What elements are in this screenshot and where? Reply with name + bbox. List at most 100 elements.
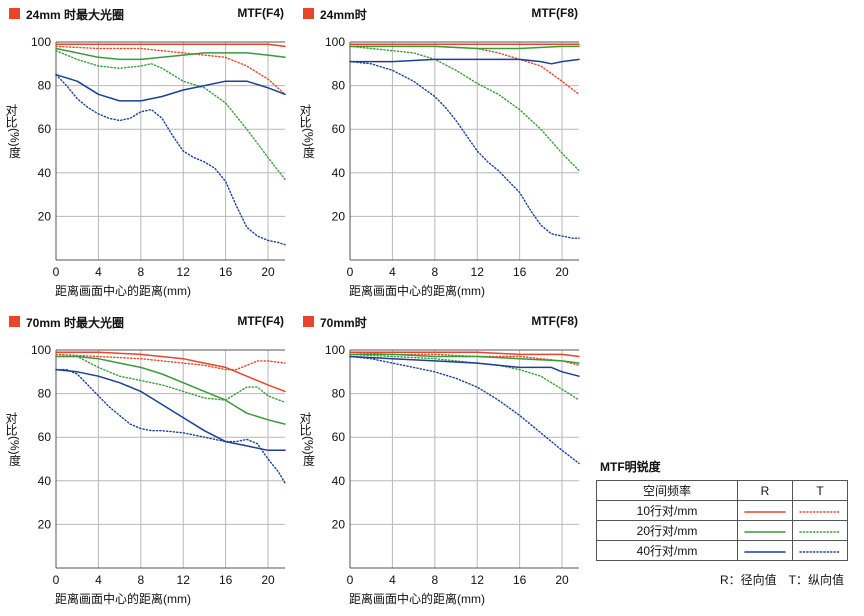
series-line xyxy=(55,368,286,452)
series-line xyxy=(55,368,286,484)
series-line xyxy=(349,355,580,465)
series-line xyxy=(55,353,286,371)
plot-background xyxy=(350,42,579,260)
chart-header: 24mm时 MTF(F8) xyxy=(294,6,584,22)
plot-background xyxy=(350,350,579,568)
legend-title: MTF明锐度 xyxy=(600,460,661,474)
y-tick-label: 40 xyxy=(332,474,346,488)
plot-background xyxy=(56,350,285,568)
series-line xyxy=(349,45,580,95)
y-tick-label: 80 xyxy=(332,387,346,401)
series-line xyxy=(55,43,286,48)
chart-title: 24mm 时最大光圈 xyxy=(26,8,125,22)
legend-header-frequency: 空间频率 xyxy=(596,480,738,501)
series-line xyxy=(55,74,286,246)
x-tick-label: 4 xyxy=(389,573,396,587)
x-tick-label: 8 xyxy=(431,573,438,587)
series-line xyxy=(349,353,580,364)
y-tick-label: 20 xyxy=(332,209,346,223)
legend-row: 10行对/mm xyxy=(596,500,848,521)
x-tick-label: 0 xyxy=(53,265,60,279)
y-tick-label: 60 xyxy=(332,122,346,136)
plot-background xyxy=(56,42,285,260)
legend-swatch-solid xyxy=(744,550,786,553)
y-axis-title-bottom: (%)度 xyxy=(7,436,22,467)
series-line xyxy=(55,73,286,102)
y-axis-title-top: 对比 xyxy=(4,412,18,436)
x-tick-label: 0 xyxy=(347,573,354,587)
x-tick-label: 12 xyxy=(177,265,191,279)
y-tick-label: 20 xyxy=(332,517,346,531)
header-marker xyxy=(303,316,314,327)
legend-table: 空间频率 R T 10行对/mm 20行对/mm 40行对/mm xyxy=(596,480,848,561)
series-line xyxy=(55,45,286,95)
y-axis-title-bottom: (%)度 xyxy=(7,128,22,159)
legend-row: 40行对/mm xyxy=(596,540,848,561)
legend-note: R：径向值 T：纵向值 xyxy=(720,573,844,587)
y-tick-label: 80 xyxy=(38,387,52,401)
x-tick-label: 0 xyxy=(347,265,354,279)
legend-swatch-solid xyxy=(744,510,786,513)
y-axis-title-top: 对比 xyxy=(4,104,18,128)
y-tick-label: 20 xyxy=(38,517,52,531)
x-tick-label: 20 xyxy=(555,265,569,279)
y-axis-title: 对比 (%)度 xyxy=(298,104,318,159)
series-line xyxy=(55,355,286,403)
y-axis-title: 对比 (%)度 xyxy=(4,412,24,467)
mtf-chart-24mm-f4: 24mm 时最大光圈 MTF(F4) 对比 (%)度 0 4 8 12 16 20 20 40… xyxy=(0,6,290,302)
legend-row-label: 40行对/mm xyxy=(596,540,738,561)
legend-swatch-dotted xyxy=(799,510,841,513)
mtf-legend: MTF明锐度 空间频率 R T 10行对/mm 20行对/mm 40行对/mm … xyxy=(596,458,856,608)
header-marker xyxy=(9,8,20,19)
chart-title: 70mm时 xyxy=(320,316,367,330)
y-axis-title: 对比 (%)度 xyxy=(4,104,24,159)
y-tick-label: 60 xyxy=(38,430,52,444)
header-marker xyxy=(303,8,314,19)
y-axis-title-top: 对比 xyxy=(298,104,312,128)
plot-area: 0 4 8 12 16 20 20 40 60 80 100 xyxy=(325,343,580,587)
legend-row-label: 20行对/mm xyxy=(596,520,738,541)
legend-header-t: T xyxy=(792,480,848,501)
x-axis-title: 距离画面中心的距离(mm) xyxy=(349,592,485,606)
y-tick-label: 100 xyxy=(31,343,51,357)
x-tick-label: 20 xyxy=(555,573,569,587)
x-tick-label: 16 xyxy=(513,573,527,587)
chart-header: 70mm 时最大光圈 MTF(F4) xyxy=(0,314,290,330)
x-axis-title: 距离画面中心的距离(mm) xyxy=(55,284,191,298)
x-tick-label: 4 xyxy=(95,573,102,587)
x-tick-label: 20 xyxy=(261,573,275,587)
chart-header: 70mm时 MTF(F8) xyxy=(294,314,584,330)
legend-row-label: 10行对/mm xyxy=(596,500,738,521)
series-line xyxy=(55,50,286,180)
x-tick-label: 4 xyxy=(95,265,102,279)
chart-title: 24mm时 xyxy=(320,8,367,22)
y-tick-label: 100 xyxy=(325,343,345,357)
x-tick-label: 8 xyxy=(431,265,438,279)
x-tick-label: 0 xyxy=(53,573,60,587)
legend-header-r: R xyxy=(737,480,793,501)
x-tick-label: 12 xyxy=(177,573,191,587)
y-tick-label: 60 xyxy=(38,122,52,136)
chart-title: 70mm 时最大光圈 xyxy=(26,316,125,330)
series-line xyxy=(55,351,286,393)
series-line xyxy=(349,353,580,401)
x-tick-label: 16 xyxy=(513,265,527,279)
series-line xyxy=(349,58,580,65)
y-tick-label: 60 xyxy=(332,430,346,444)
y-tick-label: 40 xyxy=(332,166,346,180)
y-tick-label: 40 xyxy=(38,474,52,488)
y-tick-label: 80 xyxy=(38,79,52,93)
series-line xyxy=(349,45,580,172)
mtf-chart-70mm-f4: 70mm 时最大光圈 MTF(F4) 对比 (%)度 0 4 8 12 16 20 20 40… xyxy=(0,314,290,610)
legend-swatch-dotted xyxy=(799,550,841,553)
series-line xyxy=(349,355,580,377)
x-tick-label: 4 xyxy=(389,265,396,279)
x-axis-title: 距离画面中心的距离(mm) xyxy=(55,592,191,606)
chart-aperture: MTF(F4) xyxy=(237,6,284,20)
chart-aperture: MTF(F8) xyxy=(531,6,578,20)
x-tick-label: 12 xyxy=(471,265,485,279)
y-axis-title: 对比 (%)度 xyxy=(298,412,318,467)
y-tick-label: 80 xyxy=(332,79,346,93)
y-tick-label: 40 xyxy=(38,166,52,180)
x-tick-label: 12 xyxy=(471,573,485,587)
